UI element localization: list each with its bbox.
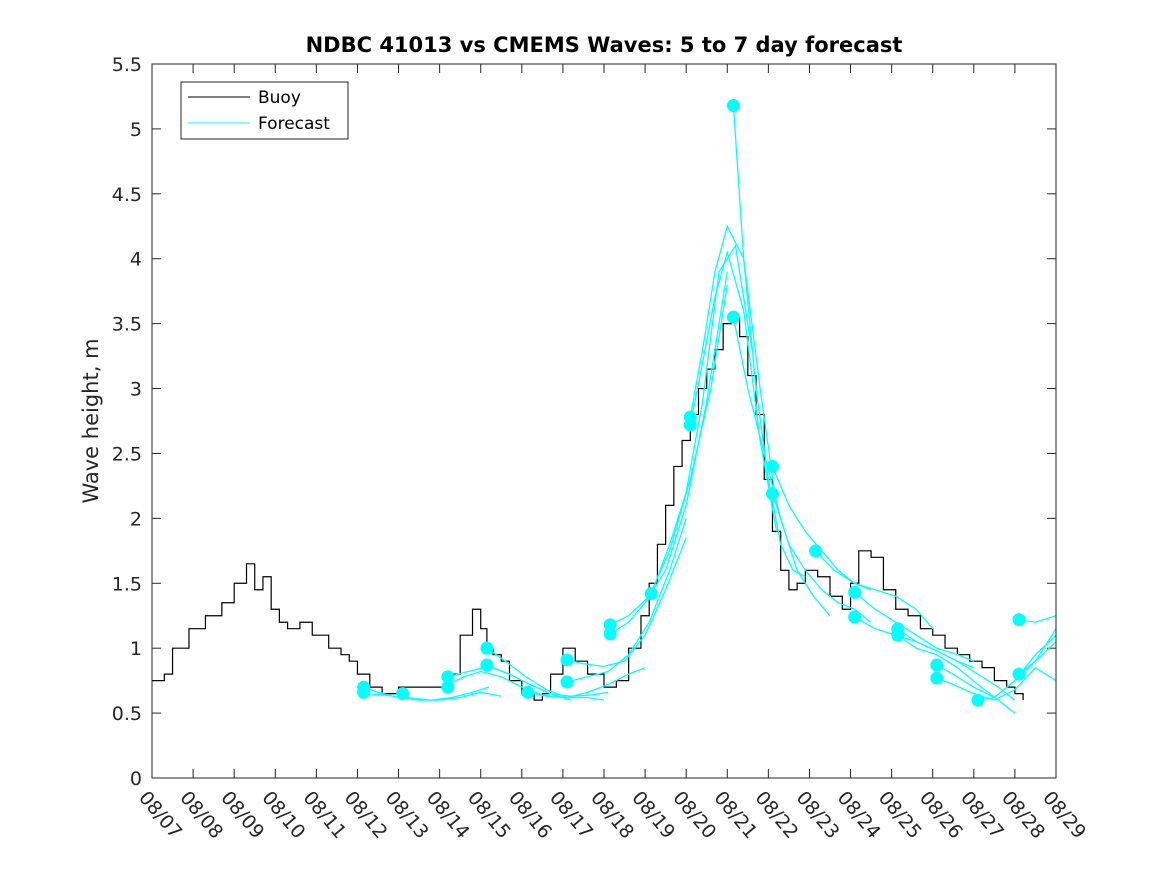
forecast-series-line [566, 537, 687, 668]
forecast-start-marker [480, 641, 494, 655]
forecast-start-marker [765, 487, 779, 501]
forecast-series-line [527, 667, 646, 699]
y-tick-label: 2 [130, 508, 142, 530]
y-tick-label: 4 [130, 249, 142, 271]
forecast-start-marker [560, 675, 574, 689]
forecast-start-marker [357, 685, 371, 699]
forecast-start-marker [441, 680, 455, 694]
y-tick-label: 1.5 [112, 573, 142, 595]
forecast-markers [357, 99, 1026, 707]
y-tick-label: 5.5 [112, 54, 142, 76]
forecast-series-line [650, 243, 753, 594]
legend-box [180, 81, 349, 140]
forecast-start-marker [726, 99, 740, 113]
buoy-series-line [152, 316, 1024, 701]
forecast-start-marker [848, 610, 862, 624]
forecast-series-line [566, 518, 687, 683]
forecast-series-line [771, 493, 872, 623]
y-tick-label: 1 [130, 638, 142, 660]
forecast-start-marker [930, 658, 944, 672]
forecast-series-line [1018, 628, 1056, 675]
forecast-start-marker [1012, 667, 1026, 681]
forecast-series-line [732, 105, 806, 578]
y-tick-label: 4.5 [112, 184, 142, 206]
series-layer [152, 105, 1056, 714]
forecast-start-marker [726, 310, 740, 324]
y-tick-label: 3.5 [112, 314, 142, 336]
forecast-start-marker [809, 544, 823, 558]
legend-label-buoy: Buoy [258, 88, 301, 108]
forecast-start-marker [644, 587, 658, 601]
forecast-series-line [897, 634, 1016, 714]
forecast-start-marker [1012, 613, 1026, 627]
forecast-series-line [936, 666, 1056, 701]
forecast-start-marker [603, 618, 617, 632]
y-tick-label: 2.5 [112, 443, 142, 465]
forecast-series-line [977, 641, 1056, 701]
forecast-series-line [689, 224, 778, 506]
forecast-series-line [854, 591, 975, 662]
legend-label-forecast: Forecast [258, 114, 330, 134]
y-tick-label: 5 [130, 119, 142, 141]
y-axis-label: Wave height, m [79, 338, 103, 503]
chart-title: NDBC 41013 vs CMEMS Waves: 5 to 7 day fo… [306, 33, 903, 57]
y-tick-label: 0.5 [112, 703, 142, 725]
forecast-start-marker [603, 627, 617, 641]
y-tick-label: 3 [130, 379, 142, 401]
forecast-series-line [363, 686, 490, 701]
forecast-series-line [815, 550, 934, 630]
forecast-start-marker [971, 693, 985, 707]
forecast-start-marker [930, 671, 944, 685]
forecast-start-marker [480, 658, 494, 672]
forecast-start-marker [891, 628, 905, 642]
forecast-series-line [609, 284, 728, 626]
forecast-start-marker [441, 670, 455, 684]
forecast-series-line [897, 628, 1016, 701]
forecast-series-line [689, 249, 778, 532]
forecast-series-line [486, 647, 605, 701]
plot-area [152, 64, 1056, 778]
forecast-start-marker [683, 418, 697, 432]
forecast-start-marker [396, 687, 410, 701]
forecast-series-line [486, 664, 609, 697]
forecast-start-marker [848, 585, 862, 599]
forecast-series-line [609, 271, 728, 635]
forecast-start-marker [765, 459, 779, 473]
plot-frame [151, 63, 1057, 779]
y-tick-label: 0 [130, 768, 142, 790]
forecast-start-marker [560, 653, 574, 667]
forecast-start-marker [521, 685, 535, 699]
legend: Buoy Forecast [180, 81, 349, 140]
